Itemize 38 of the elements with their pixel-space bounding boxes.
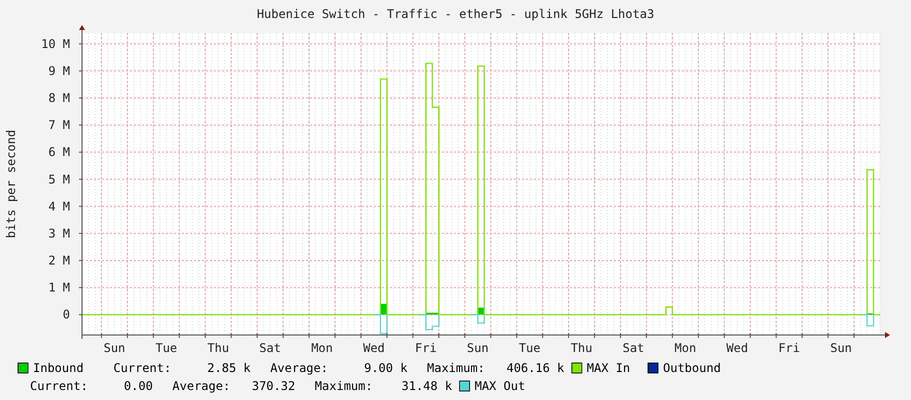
- text: Current: 0.00: [30, 379, 153, 393]
- legend-label: MAX In: [586, 361, 630, 375]
- y-tick-label: 5 M: [48, 172, 70, 186]
- x-tick-label: Tue: [518, 341, 540, 355]
- x-tick-label: Thu: [570, 341, 592, 355]
- text: Average: 9.00 k: [270, 361, 408, 375]
- y-tick-label: 10 M: [41, 36, 70, 51]
- x-tick-label: Thu: [207, 341, 230, 355]
- x-tick-label: Fri: [778, 341, 800, 355]
- chart-title: Hubenice Switch - Traffic - ether5 - uplink 5GHz Lhota3: [256, 7, 654, 21]
- text: Current: 2.85 k: [113, 361, 252, 375]
- legend-label: MAX Out: [474, 379, 526, 393]
- y-tick-label: 4 M: [48, 199, 70, 214]
- y-tick-label: 6 M: [48, 145, 70, 160]
- x-tick-label: Wed: [726, 341, 748, 355]
- x-tick-label: Wed: [363, 341, 385, 355]
- y-tick-label: 0: [62, 308, 70, 322]
- x-tick-label: Mon: [311, 341, 333, 355]
- x-tick-label: Sat: [622, 341, 644, 355]
- y-tick-label: 9 M: [48, 64, 70, 78]
- y-tick-label: 1 M: [48, 280, 70, 295]
- y-tick-label: 8 M: [48, 91, 70, 106]
- text: Maximum: 31.48 k: [314, 379, 453, 393]
- x-tick-label: Sat: [259, 341, 281, 355]
- x-tick-label: Sun: [466, 341, 489, 355]
- x-tick-label: Sun: [830, 341, 852, 355]
- x-tick-label: Mon: [674, 341, 696, 355]
- legend-label: Inbound: [33, 361, 84, 375]
- x-tick-label: Fri: [415, 341, 437, 355]
- y-tick-label: 2 M: [48, 254, 70, 268]
- y-tick-label: 7 M: [48, 118, 70, 132]
- legend-label: Outbound: [663, 361, 721, 375]
- y-axis-title: bits per second: [4, 130, 18, 238]
- text: Maximum: 406.16 k: [427, 361, 566, 375]
- text: Average: 370.32: [172, 379, 296, 393]
- x-tick-label: Sun: [104, 341, 126, 355]
- x-tick-label: Tue: [156, 341, 178, 355]
- y-tick-label: 3 M: [48, 226, 70, 240]
